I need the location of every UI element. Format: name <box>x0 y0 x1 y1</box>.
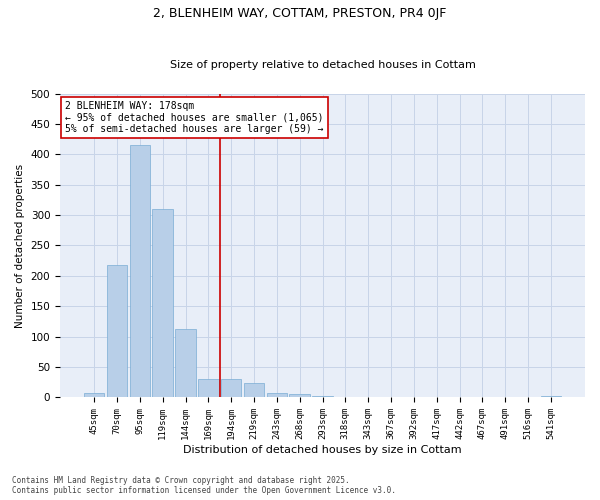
Bar <box>130 145 150 398</box>
Bar <box>266 393 287 398</box>
Title: Size of property relative to detached houses in Cottam: Size of property relative to detached ho… <box>170 60 475 70</box>
Bar <box>84 392 104 398</box>
Text: 2 BLENHEIM WAY: 178sqm
← 95% of detached houses are smaller (1,065)
5% of semi-d: 2 BLENHEIM WAY: 178sqm ← 95% of detached… <box>65 101 324 134</box>
Bar <box>221 379 241 398</box>
Bar <box>289 394 310 398</box>
Bar <box>541 396 561 398</box>
Bar <box>244 384 264 398</box>
X-axis label: Distribution of detached houses by size in Cottam: Distribution of detached houses by size … <box>183 445 462 455</box>
Bar <box>175 329 196 398</box>
Text: Contains HM Land Registry data © Crown copyright and database right 2025.
Contai: Contains HM Land Registry data © Crown c… <box>12 476 396 495</box>
Bar <box>152 209 173 398</box>
Bar <box>107 265 127 398</box>
Text: 2, BLENHEIM WAY, COTTAM, PRESTON, PR4 0JF: 2, BLENHEIM WAY, COTTAM, PRESTON, PR4 0J… <box>154 8 446 20</box>
Bar <box>312 396 333 398</box>
Y-axis label: Number of detached properties: Number of detached properties <box>15 164 25 328</box>
Bar <box>198 379 218 398</box>
